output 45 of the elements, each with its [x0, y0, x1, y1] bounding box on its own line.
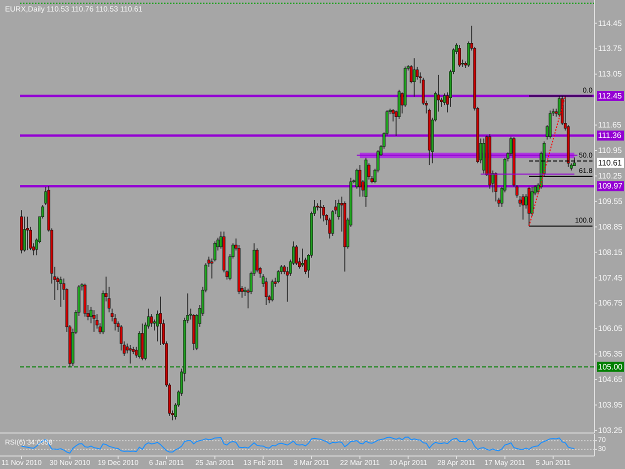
ref-line-label: 109.97 — [598, 182, 624, 191]
y-tick-label: 106.05 — [598, 324, 624, 334]
candlestick — [358, 164, 362, 198]
candlestick — [530, 186, 534, 216]
candlestick — [412, 58, 416, 98]
candlestick — [92, 310, 96, 332]
annotation: 110.61 — [598, 158, 622, 168]
y-tick-label: 107.45 — [598, 273, 624, 282]
candlestick — [59, 276, 62, 308]
candlestick — [23, 216, 26, 252]
line-series — [528, 95, 566, 227]
candlestick — [138, 330, 141, 359]
y-tick-label: 113.75 — [598, 44, 622, 54]
y-tick-label: 110.25 — [598, 171, 622, 180]
y-tick-label: 106.75 — [598, 298, 624, 308]
ref-line-label: 112.45 — [598, 91, 622, 100]
y-tick-label: 113.05 — [598, 70, 622, 79]
candlestick — [150, 314, 153, 328]
candlestick — [270, 279, 274, 302]
candlestick — [295, 244, 298, 266]
candlestick — [458, 44, 461, 68]
y-tick-label: 103.25 — [598, 426, 624, 435]
y-tick-label: 108.15 — [598, 248, 624, 257]
candlestick — [494, 172, 498, 202]
y-tick-label: 105.35 — [598, 350, 624, 359]
candlestick — [416, 66, 419, 80]
y-tick-label: 108.85 — [598, 222, 624, 232]
y-tick-label: 103.95 — [598, 400, 624, 410]
candlestick — [443, 92, 446, 106]
candlestick — [522, 194, 524, 220]
candlestick — [518, 196, 522, 208]
ref-line-label: 105.00 — [598, 362, 624, 372]
y-tick-label: 111.65 — [598, 120, 622, 130]
y-tick-label: 110.95 — [598, 146, 622, 156]
y-tick-label: 114.45 — [598, 18, 622, 28]
candlestick — [128, 344, 132, 364]
y-tick-label: 104.65 — [598, 375, 624, 384]
candlestick — [355, 168, 358, 190]
candlestick — [26, 216, 29, 251]
candlestick — [159, 296, 162, 346]
candlestick — [264, 277, 268, 306]
candlestick — [548, 110, 552, 139]
candlestick — [319, 200, 322, 219]
y-tick-label: 109.55 — [598, 196, 624, 206]
ref-line-label: 111.36 — [598, 131, 622, 140]
